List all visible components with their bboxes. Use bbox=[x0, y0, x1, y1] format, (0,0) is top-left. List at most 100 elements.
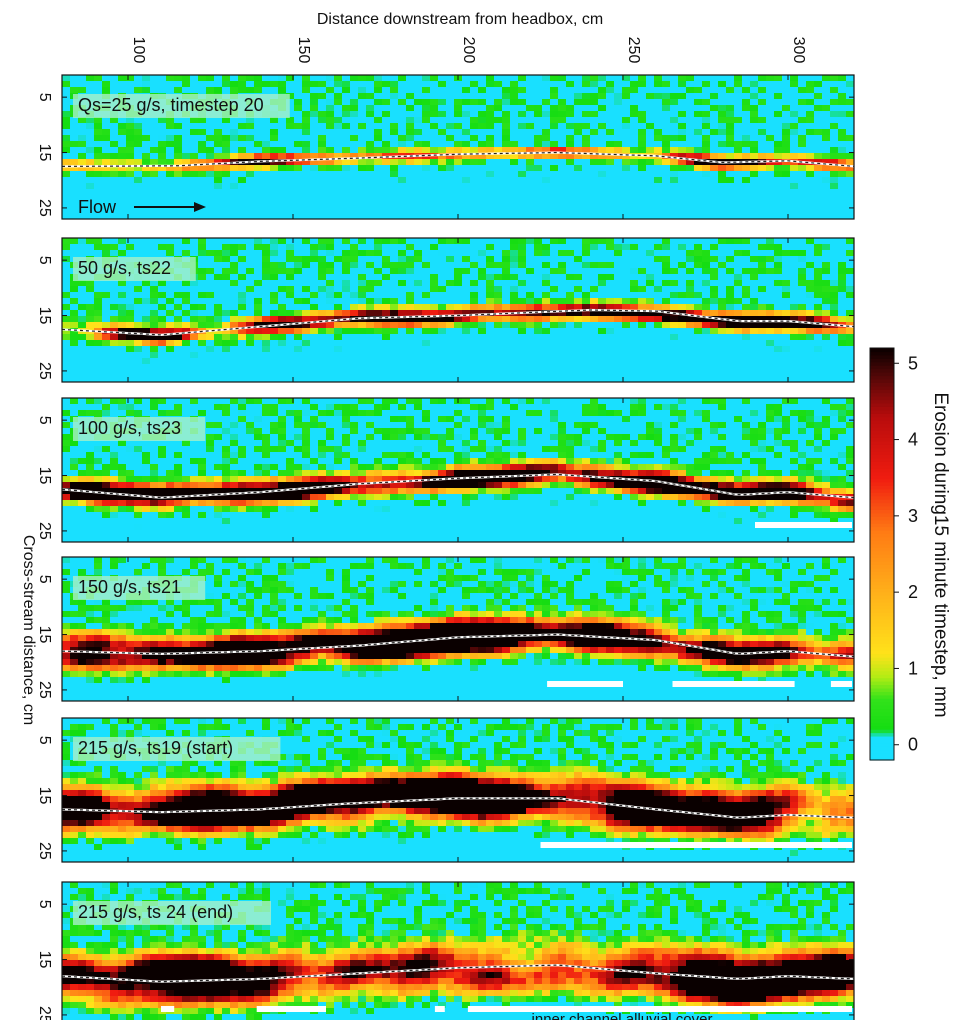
heat-cell bbox=[222, 364, 231, 371]
heat-cell bbox=[430, 334, 439, 341]
heat-cell bbox=[286, 250, 295, 257]
heat-cell bbox=[782, 238, 791, 245]
heat-cell bbox=[598, 334, 607, 341]
heat-cell bbox=[822, 364, 831, 371]
heat-cell bbox=[614, 298, 623, 305]
heat-cell bbox=[246, 117, 255, 124]
heat-cell bbox=[350, 201, 359, 208]
heat-cell bbox=[542, 87, 551, 94]
heat-cell bbox=[606, 117, 615, 124]
heat-cell bbox=[94, 346, 103, 353]
panel-label-background bbox=[73, 94, 290, 118]
heat-cell bbox=[222, 189, 231, 196]
heat-cell bbox=[574, 358, 583, 365]
heat-cell bbox=[318, 340, 327, 347]
heat-cell bbox=[694, 364, 703, 371]
heat-cell bbox=[182, 334, 191, 341]
heat-cell bbox=[390, 135, 399, 142]
heat-cell bbox=[622, 340, 631, 347]
heat-cell bbox=[726, 370, 735, 377]
heat-cell bbox=[590, 364, 599, 371]
heat-cell bbox=[438, 183, 447, 190]
heat-cell bbox=[198, 262, 207, 269]
heat-cell bbox=[702, 244, 711, 251]
heat-cell bbox=[430, 404, 439, 411]
heat-cell bbox=[486, 292, 495, 299]
heat-cell bbox=[62, 129, 71, 136]
heat-cell bbox=[782, 201, 791, 208]
heat-cell bbox=[510, 201, 519, 208]
heat-cell bbox=[742, 117, 751, 124]
heat-cell bbox=[222, 274, 231, 281]
heat-cell bbox=[822, 147, 831, 154]
heat-cell bbox=[302, 256, 311, 263]
heat-cell bbox=[478, 256, 487, 263]
heat-cell bbox=[638, 93, 647, 100]
heat-cell bbox=[638, 310, 647, 317]
heat-cell bbox=[302, 111, 311, 118]
heat-cell bbox=[302, 141, 311, 148]
heat-cell bbox=[454, 316, 463, 323]
heat-cell bbox=[190, 280, 199, 287]
heat-cell bbox=[814, 87, 823, 94]
heat-cell bbox=[302, 159, 311, 166]
heat-cell bbox=[366, 189, 375, 196]
heat-cell bbox=[78, 358, 87, 365]
heat-cell bbox=[414, 147, 423, 154]
heat-cell bbox=[446, 334, 455, 341]
heat-cell bbox=[270, 165, 279, 172]
heat-cell bbox=[206, 75, 215, 82]
heat-cell bbox=[790, 274, 799, 281]
heat-cell bbox=[166, 244, 175, 251]
heat-cell bbox=[774, 129, 783, 136]
heat-cell bbox=[598, 370, 607, 377]
heat-cell bbox=[542, 213, 551, 219]
heat-cell bbox=[302, 274, 311, 281]
heat-cell bbox=[550, 404, 559, 411]
heat-cell bbox=[790, 310, 799, 317]
heat-cell bbox=[718, 370, 727, 377]
heat-cell bbox=[766, 358, 775, 365]
heat-cell bbox=[662, 334, 671, 341]
heat-cell bbox=[270, 177, 279, 184]
heat-cell bbox=[574, 213, 583, 219]
heat-cell bbox=[662, 340, 671, 347]
heat-cell bbox=[118, 310, 127, 317]
heat-cell bbox=[678, 304, 687, 311]
heat-cell bbox=[318, 292, 327, 299]
heat-cell bbox=[126, 286, 135, 293]
heat-cell bbox=[638, 189, 647, 196]
heat-cell bbox=[198, 250, 207, 257]
heat-cell bbox=[830, 364, 839, 371]
heat-cell bbox=[278, 87, 287, 94]
heat-cell bbox=[614, 322, 623, 329]
heat-cell bbox=[422, 352, 431, 359]
heat-cell bbox=[158, 183, 167, 190]
heat-cell bbox=[318, 346, 327, 353]
heat-cell bbox=[478, 238, 487, 245]
heat-cell bbox=[230, 201, 239, 208]
heat-cell bbox=[542, 398, 551, 405]
heat-cell bbox=[350, 328, 359, 335]
heat-cell bbox=[406, 147, 415, 154]
heat-cell bbox=[494, 280, 503, 287]
heat-cell bbox=[286, 280, 295, 287]
heat-cell bbox=[182, 286, 191, 293]
heat-cell bbox=[398, 304, 407, 311]
heat-cell bbox=[334, 99, 343, 106]
heat-cell bbox=[470, 292, 479, 299]
heat-cell bbox=[734, 238, 743, 245]
heat-cell bbox=[334, 147, 343, 154]
heat-cell bbox=[438, 280, 447, 287]
heat-cell bbox=[454, 358, 463, 365]
heat-cell bbox=[598, 322, 607, 329]
heat-cell bbox=[214, 123, 223, 130]
heat-cell bbox=[198, 364, 207, 371]
heat-cell bbox=[246, 171, 255, 178]
heat-cell bbox=[398, 274, 407, 281]
heat-cell bbox=[758, 99, 767, 106]
heat-cell bbox=[78, 123, 87, 130]
heat-cell bbox=[750, 286, 759, 293]
heat-cell bbox=[286, 398, 295, 405]
heat-cell bbox=[166, 165, 175, 172]
